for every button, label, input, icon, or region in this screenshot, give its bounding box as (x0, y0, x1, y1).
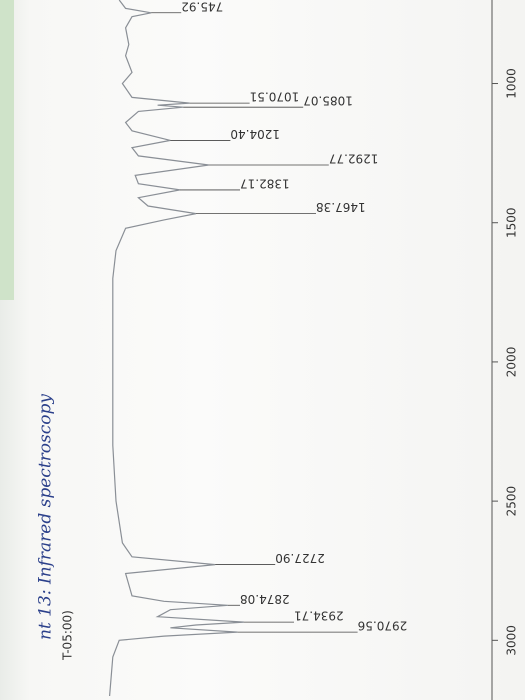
peak-label: 2970.56 (358, 619, 408, 633)
stamp: T-05:00) (61, 610, 75, 661)
peak-label: 1467.38 (316, 200, 366, 214)
peak-label: 1382.17 (240, 176, 290, 190)
peak-label: 2934.71 (294, 609, 344, 623)
peak-label: 1204.40 (230, 127, 280, 141)
peak-label: 745.92 (181, 0, 223, 13)
peak-label: 2874.08 (240, 592, 290, 606)
peak-label: 1085.07 (303, 94, 353, 108)
x-tick-label: 3000 (505, 625, 519, 656)
peak-label: 1292.77 (329, 152, 379, 166)
peak-label: 2727.90 (275, 551, 325, 565)
spectrum-trace (109, 0, 245, 697)
x-tick-label: 1500 (505, 207, 519, 238)
peak-label: 1070.51 (250, 90, 300, 104)
x-tick-label: 1000 (505, 68, 519, 99)
x-tick-label: 2000 (505, 347, 519, 378)
notebook-edge (0, 0, 14, 300)
handwritten-title: nt 13: Infrared spectroscopy (36, 394, 56, 640)
x-tick-label: 2500 (505, 486, 519, 517)
